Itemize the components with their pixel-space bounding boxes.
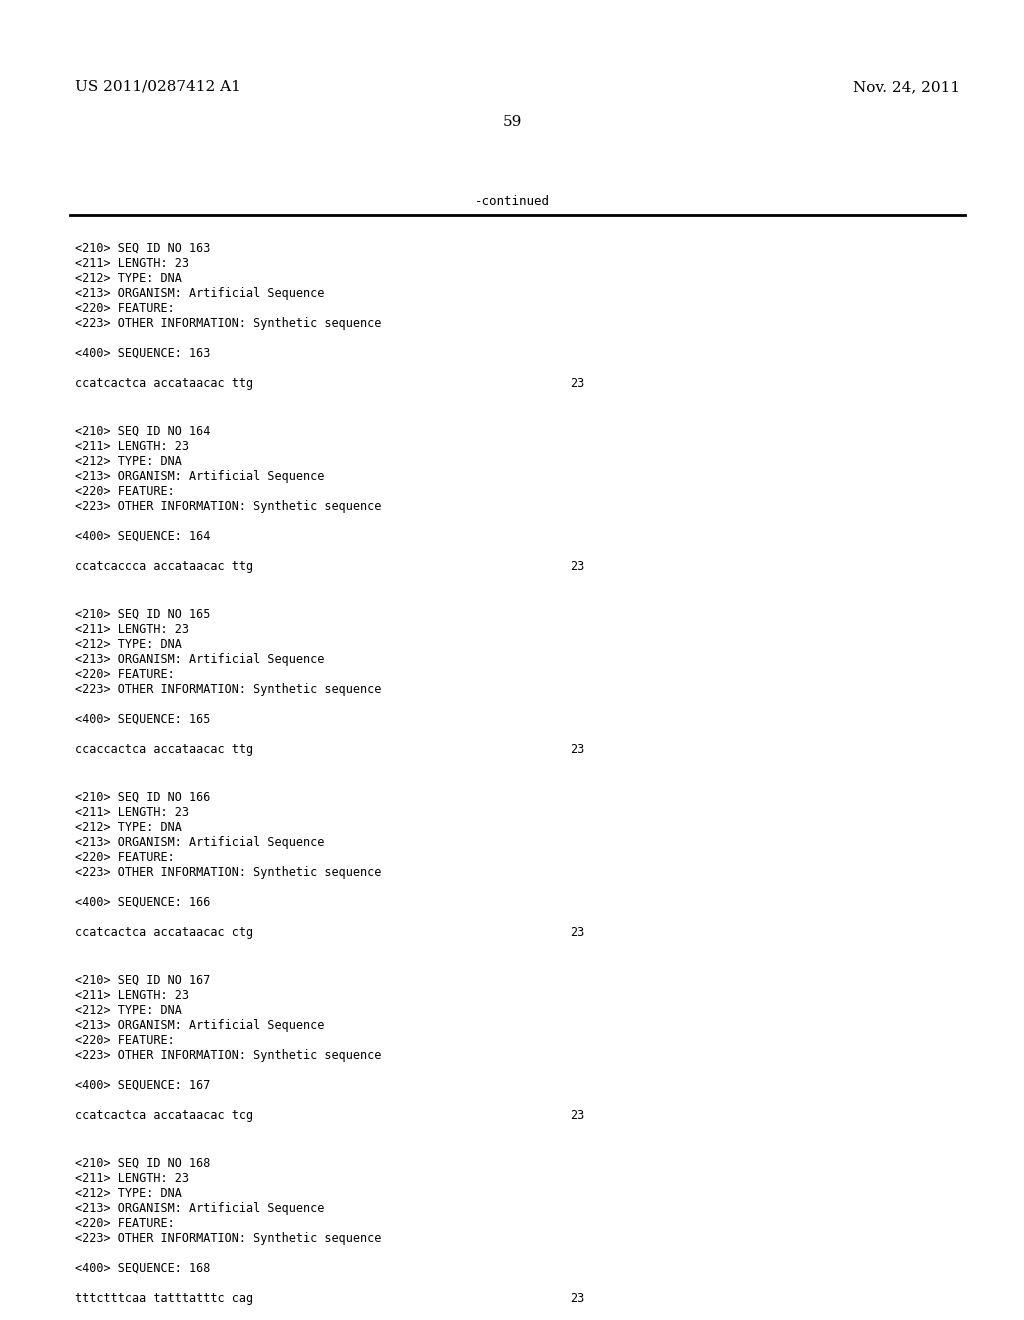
Text: 23: 23 — [570, 1109, 585, 1122]
Text: Nov. 24, 2011: Nov. 24, 2011 — [853, 81, 961, 94]
Text: 23: 23 — [570, 560, 585, 573]
Text: <400> SEQUENCE: 163: <400> SEQUENCE: 163 — [75, 347, 210, 360]
Text: <223> OTHER INFORMATION: Synthetic sequence: <223> OTHER INFORMATION: Synthetic seque… — [75, 500, 381, 513]
Text: <220> FEATURE:: <220> FEATURE: — [75, 1034, 175, 1047]
Text: <213> ORGANISM: Artificial Sequence: <213> ORGANISM: Artificial Sequence — [75, 286, 325, 300]
Text: <400> SEQUENCE: 168: <400> SEQUENCE: 168 — [75, 1262, 210, 1275]
Text: <210> SEQ ID NO 167: <210> SEQ ID NO 167 — [75, 974, 210, 987]
Text: <210> SEQ ID NO 168: <210> SEQ ID NO 168 — [75, 1158, 210, 1170]
Text: <212> TYPE: DNA: <212> TYPE: DNA — [75, 1187, 182, 1200]
Text: <213> ORGANISM: Artificial Sequence: <213> ORGANISM: Artificial Sequence — [75, 1019, 325, 1032]
Text: <220> FEATURE:: <220> FEATURE: — [75, 302, 175, 315]
Text: <210> SEQ ID NO 165: <210> SEQ ID NO 165 — [75, 609, 210, 620]
Text: 23: 23 — [570, 378, 585, 389]
Text: <213> ORGANISM: Artificial Sequence: <213> ORGANISM: Artificial Sequence — [75, 653, 325, 667]
Text: <211> LENGTH: 23: <211> LENGTH: 23 — [75, 440, 189, 453]
Text: <223> OTHER INFORMATION: Synthetic sequence: <223> OTHER INFORMATION: Synthetic seque… — [75, 1049, 381, 1063]
Text: <210> SEQ ID NO 164: <210> SEQ ID NO 164 — [75, 425, 210, 438]
Text: <220> FEATURE:: <220> FEATURE: — [75, 851, 175, 865]
Text: <223> OTHER INFORMATION: Synthetic sequence: <223> OTHER INFORMATION: Synthetic seque… — [75, 682, 381, 696]
Text: <211> LENGTH: 23: <211> LENGTH: 23 — [75, 623, 189, 636]
Text: ccatcactca accataacac ctg: ccatcactca accataacac ctg — [75, 927, 253, 939]
Text: <400> SEQUENCE: 167: <400> SEQUENCE: 167 — [75, 1078, 210, 1092]
Text: <210> SEQ ID NO 166: <210> SEQ ID NO 166 — [75, 791, 210, 804]
Text: <220> FEATURE:: <220> FEATURE: — [75, 1217, 175, 1230]
Text: <212> TYPE: DNA: <212> TYPE: DNA — [75, 1005, 182, 1016]
Text: <212> TYPE: DNA: <212> TYPE: DNA — [75, 272, 182, 285]
Text: <211> LENGTH: 23: <211> LENGTH: 23 — [75, 1172, 189, 1185]
Text: ccatcaccca accataacac ttg: ccatcaccca accataacac ttg — [75, 560, 253, 573]
Text: <212> TYPE: DNA: <212> TYPE: DNA — [75, 455, 182, 469]
Text: <213> ORGANISM: Artificial Sequence: <213> ORGANISM: Artificial Sequence — [75, 470, 325, 483]
Text: ccatcactca accataacac ttg: ccatcactca accataacac ttg — [75, 378, 253, 389]
Text: <213> ORGANISM: Artificial Sequence: <213> ORGANISM: Artificial Sequence — [75, 1203, 325, 1214]
Text: <210> SEQ ID NO 163: <210> SEQ ID NO 163 — [75, 242, 210, 255]
Text: <211> LENGTH: 23: <211> LENGTH: 23 — [75, 257, 189, 271]
Text: <220> FEATURE:: <220> FEATURE: — [75, 668, 175, 681]
Text: <220> FEATURE:: <220> FEATURE: — [75, 484, 175, 498]
Text: <223> OTHER INFORMATION: Synthetic sequence: <223> OTHER INFORMATION: Synthetic seque… — [75, 317, 381, 330]
Text: <211> LENGTH: 23: <211> LENGTH: 23 — [75, 989, 189, 1002]
Text: 59: 59 — [503, 115, 521, 129]
Text: -continued: -continued — [474, 195, 550, 209]
Text: <213> ORGANISM: Artificial Sequence: <213> ORGANISM: Artificial Sequence — [75, 836, 325, 849]
Text: <223> OTHER INFORMATION: Synthetic sequence: <223> OTHER INFORMATION: Synthetic seque… — [75, 866, 381, 879]
Text: US 2011/0287412 A1: US 2011/0287412 A1 — [75, 81, 241, 94]
Text: ccatcactca accataacac tcg: ccatcactca accataacac tcg — [75, 1109, 253, 1122]
Text: <212> TYPE: DNA: <212> TYPE: DNA — [75, 638, 182, 651]
Text: 23: 23 — [570, 1292, 585, 1305]
Text: <400> SEQUENCE: 165: <400> SEQUENCE: 165 — [75, 713, 210, 726]
Text: <400> SEQUENCE: 166: <400> SEQUENCE: 166 — [75, 896, 210, 909]
Text: 23: 23 — [570, 927, 585, 939]
Text: ccaccactca accataacac ttg: ccaccactca accataacac ttg — [75, 743, 253, 756]
Text: <211> LENGTH: 23: <211> LENGTH: 23 — [75, 807, 189, 818]
Text: <212> TYPE: DNA: <212> TYPE: DNA — [75, 821, 182, 834]
Text: 23: 23 — [570, 743, 585, 756]
Text: <223> OTHER INFORMATION: Synthetic sequence: <223> OTHER INFORMATION: Synthetic seque… — [75, 1232, 381, 1245]
Text: <400> SEQUENCE: 164: <400> SEQUENCE: 164 — [75, 531, 210, 543]
Text: tttctttcaa tatttatttc cag: tttctttcaa tatttatttc cag — [75, 1292, 253, 1305]
